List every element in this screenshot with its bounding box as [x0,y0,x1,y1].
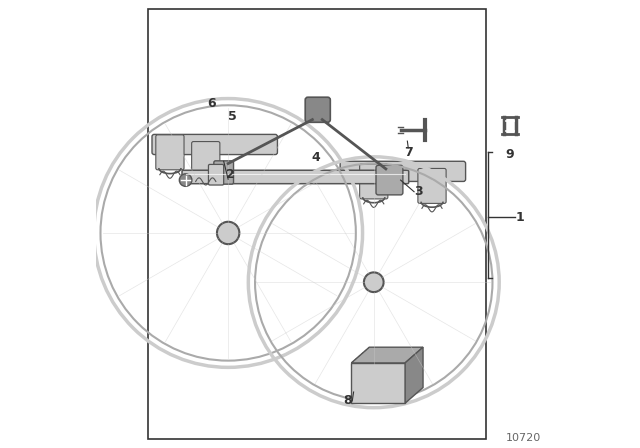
FancyBboxPatch shape [191,142,220,177]
Text: 10720: 10720 [506,433,541,443]
FancyBboxPatch shape [418,168,446,203]
FancyBboxPatch shape [360,164,388,199]
Bar [351,363,405,403]
Text: 1: 1 [516,211,525,224]
Text: 8: 8 [344,394,352,408]
Circle shape [364,272,383,292]
Text: 3: 3 [414,185,423,198]
Text: 4: 4 [311,151,320,164]
Text: 2: 2 [226,168,235,181]
FancyBboxPatch shape [156,135,184,170]
FancyBboxPatch shape [182,170,409,184]
Circle shape [217,222,239,244]
FancyBboxPatch shape [340,161,466,181]
FancyBboxPatch shape [305,97,330,122]
Circle shape [179,174,192,186]
Text: 9: 9 [505,148,514,161]
Bar [148,9,486,439]
Polygon shape [351,347,423,363]
FancyBboxPatch shape [376,165,403,195]
Text: 5: 5 [228,110,237,123]
Text: 6: 6 [207,97,216,111]
Polygon shape [405,347,423,403]
Text: 7: 7 [404,146,413,159]
FancyBboxPatch shape [209,164,224,185]
FancyBboxPatch shape [152,134,278,155]
FancyBboxPatch shape [214,161,234,184]
